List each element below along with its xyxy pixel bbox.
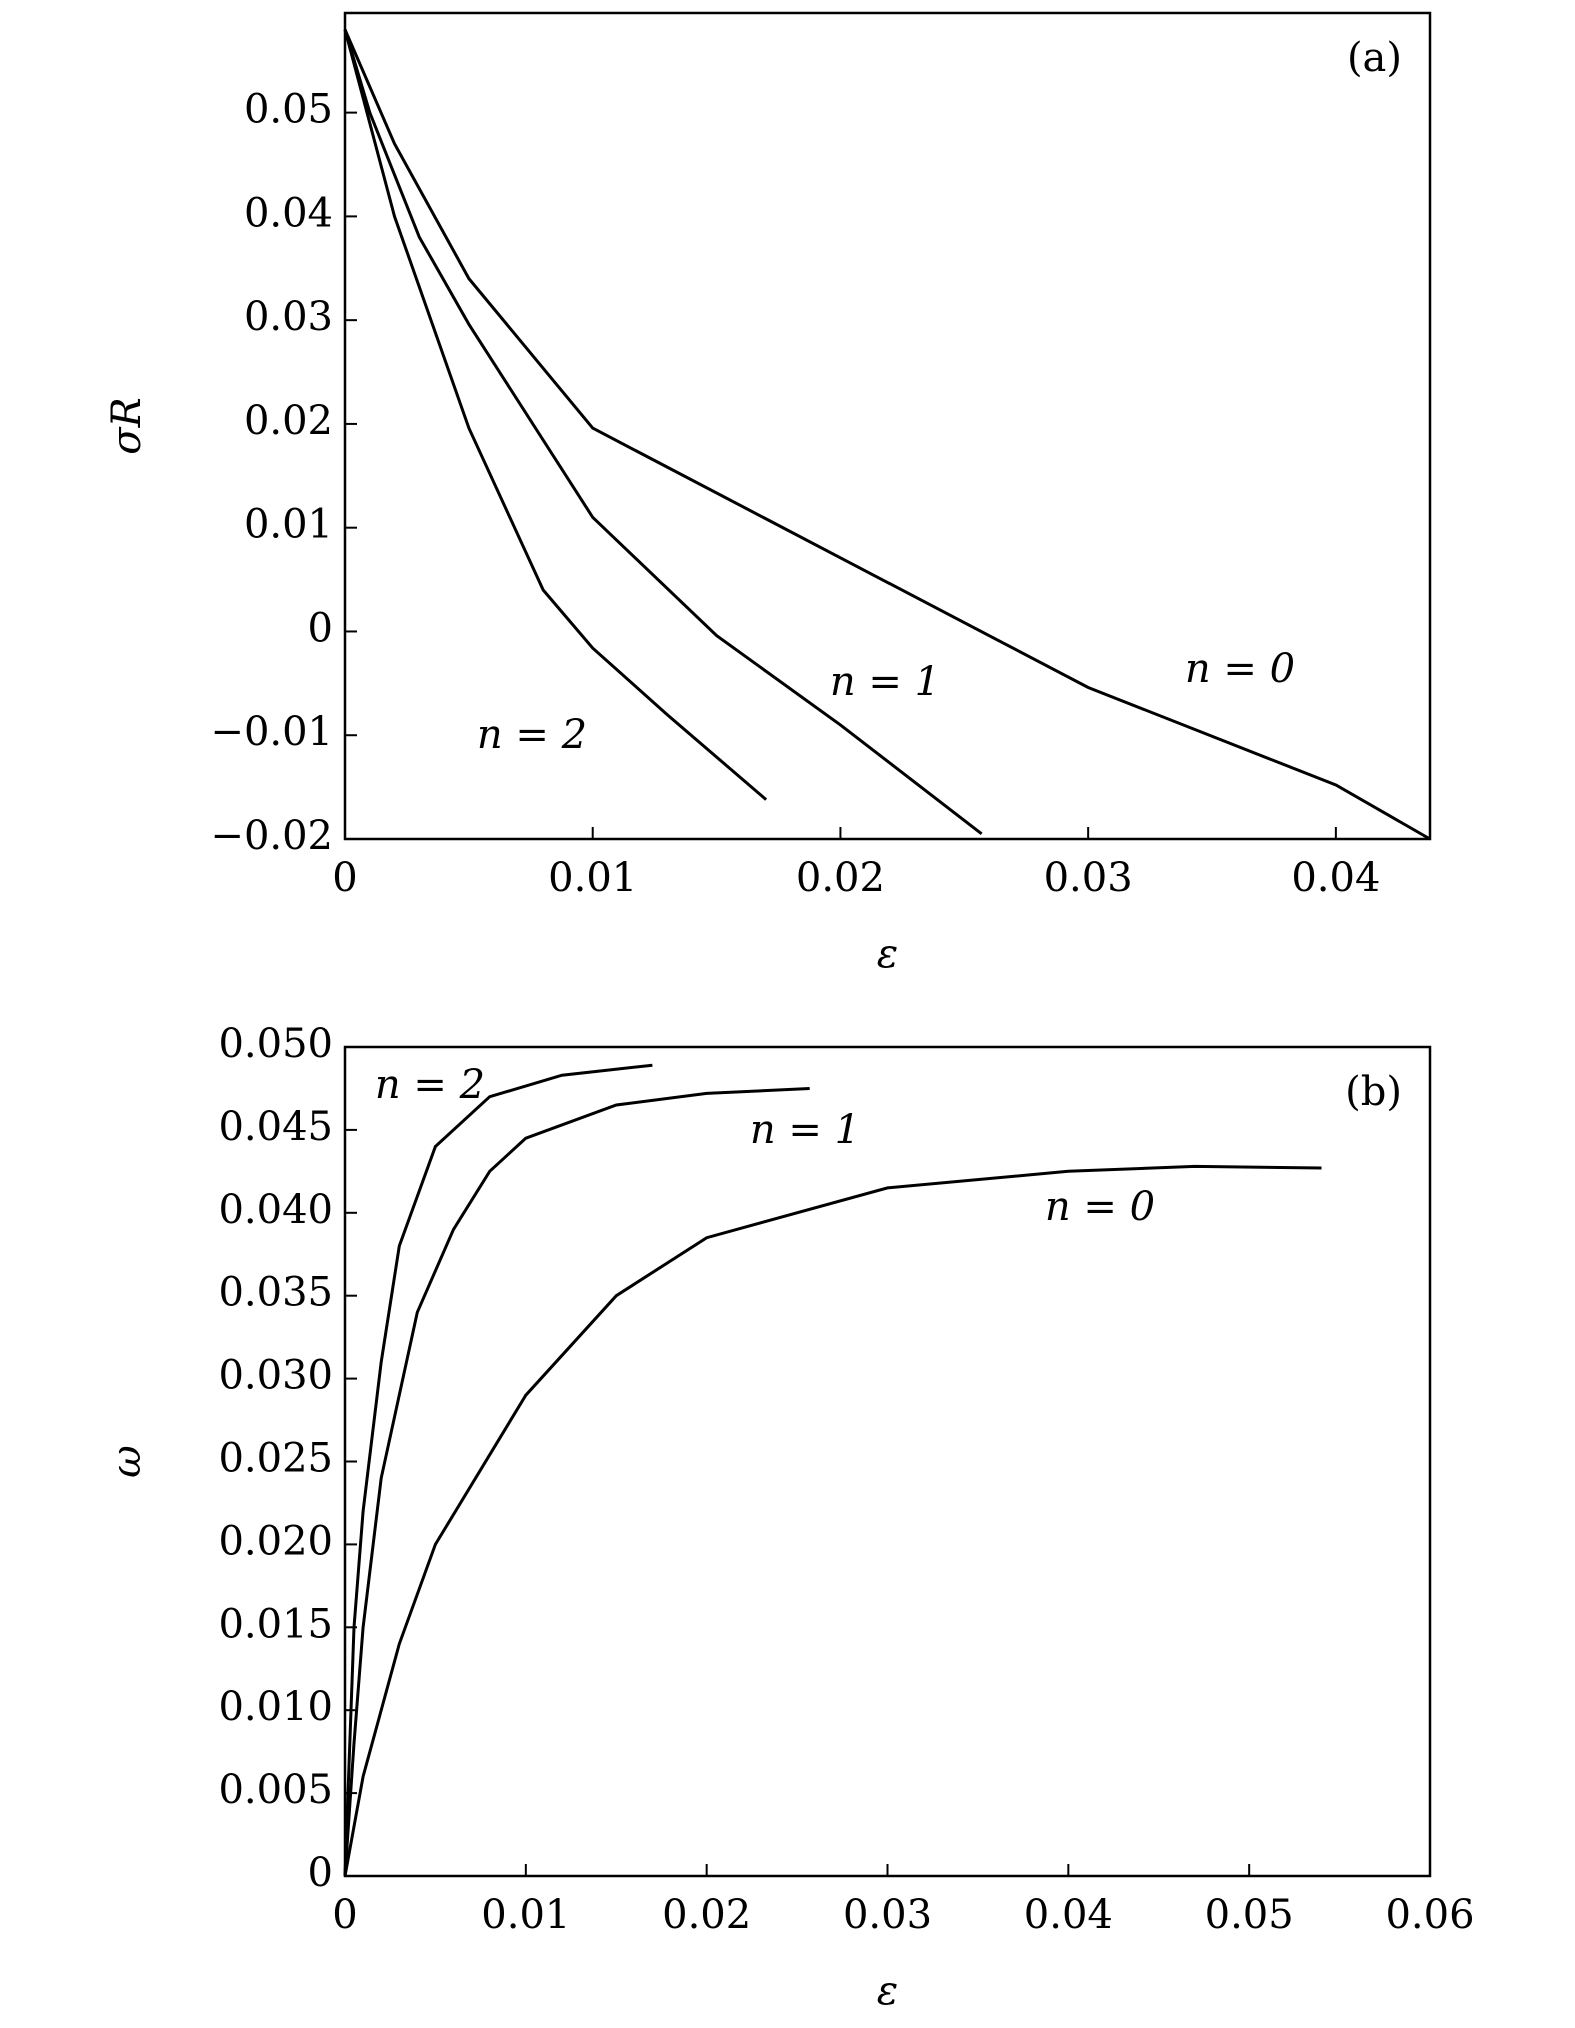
y-tick-label: 0.050 xyxy=(218,1021,333,1067)
panel-label: (a) xyxy=(1347,35,1402,81)
x-tick-label: 0.03 xyxy=(1044,855,1133,901)
y-tick-label: 0.04 xyxy=(244,190,333,236)
y-tick-label: 0.025 xyxy=(218,1436,333,1482)
y-tick-label: −0.02 xyxy=(210,813,333,859)
y-tick-label: 0.01 xyxy=(244,502,333,548)
x-tick-label: 0.01 xyxy=(481,1892,570,1938)
series-label: n = 0 xyxy=(1185,646,1295,692)
y-tick-label: 0.030 xyxy=(218,1353,333,1399)
series-line xyxy=(343,29,983,835)
x-tick-label: 0.01 xyxy=(548,855,637,901)
y-tick-label: 0.045 xyxy=(218,1104,333,1150)
x-axis-label: ε xyxy=(877,931,898,977)
series-label: n = 2 xyxy=(477,712,587,758)
plot-frame xyxy=(343,1045,1432,1878)
series-line xyxy=(343,29,768,801)
series-label: n = 1 xyxy=(750,1107,860,1153)
panel-label: (b) xyxy=(1345,1069,1402,1115)
y-axis-label: ω xyxy=(104,1445,150,1478)
y-axis-label: σR xyxy=(104,397,150,454)
x-tick-label: 0.05 xyxy=(1205,1892,1294,1938)
y-tick-label: 0.02 xyxy=(244,398,333,444)
y-tick-label: 0.03 xyxy=(244,294,333,340)
series-line xyxy=(343,1164,1322,1877)
series-label: n = 1 xyxy=(830,659,940,705)
x-tick-label: 0.03 xyxy=(843,1892,932,1938)
y-tick-label: 0.010 xyxy=(218,1684,333,1730)
x-tick-label: 0.04 xyxy=(1024,1892,1113,1938)
series-line xyxy=(343,29,1431,841)
y-tick-label: 0.015 xyxy=(218,1601,333,1647)
series-line xyxy=(343,1063,653,1877)
x-tick-label: 0.02 xyxy=(796,855,885,901)
y-tick-label: 0 xyxy=(308,605,333,651)
series-label: n = 2 xyxy=(375,1062,485,1108)
y-tick-label: 0.005 xyxy=(218,1767,333,1813)
x-tick-label: 0.06 xyxy=(1385,1892,1474,1938)
y-tick-label: 0.05 xyxy=(244,87,333,133)
x-tick-label: 0.02 xyxy=(662,1892,751,1938)
x-tick-label: 0.04 xyxy=(1291,855,1380,901)
y-tick-label: 0.035 xyxy=(218,1270,333,1316)
y-tick-label: −0.01 xyxy=(210,709,333,755)
series-label: n = 0 xyxy=(1045,1184,1155,1230)
series-line xyxy=(343,1087,810,1877)
x-tick-label: 0 xyxy=(332,1892,357,1938)
plot-frame xyxy=(343,11,1432,841)
x-axis-label: ε xyxy=(877,1968,898,2014)
y-tick-label: 0.020 xyxy=(218,1518,333,1564)
x-tick-label: 0 xyxy=(332,855,357,901)
y-tick-label: 0.040 xyxy=(218,1187,333,1233)
y-tick-label: 0 xyxy=(308,1850,333,1896)
